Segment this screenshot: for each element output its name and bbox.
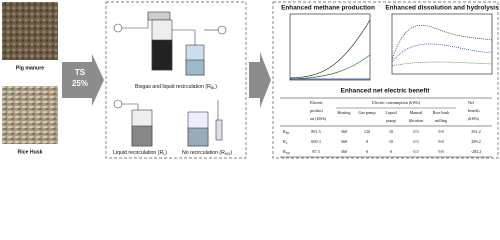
reactor-rno <box>187 100 223 147</box>
table-cell: 0.5 <box>413 149 418 154</box>
table-cell: 9.8 <box>438 139 443 144</box>
table-cell: 360 <box>341 129 347 134</box>
chart-title: Enhanced dissolution and hydrolysis <box>385 5 499 12</box>
table-header: Rice husk <box>433 110 451 115</box>
table-header: filtration <box>409 118 425 123</box>
table-cell: 669.3 <box>311 139 320 144</box>
reactor-label: Liquid recirculation (RL) <box>113 150 167 156</box>
table-header: Heating <box>337 110 351 115</box>
table-cell: 0 <box>390 149 392 154</box>
row-label: RBL <box>283 129 290 135</box>
table-cell: 9.8 <box>438 149 443 154</box>
table-header: product <box>310 108 324 113</box>
mini-chart <box>289 13 493 81</box>
reactor-label: No recirculation (RNO) <box>182 150 232 156</box>
table-cell: -283.2 <box>471 149 482 154</box>
table-cell: 0 <box>366 149 368 154</box>
pig-manure-photo <box>2 2 58 60</box>
reactor-label: Biogas and liquid recirculation (RBL) <box>135 84 217 90</box>
arrow <box>249 52 271 108</box>
table-header: milling <box>435 118 448 123</box>
table-cell: 289.2 <box>471 139 480 144</box>
rice-husk-photo <box>2 86 58 144</box>
photo-label: Pig manure <box>16 65 44 71</box>
table-cell: 360 <box>341 149 347 154</box>
reactor-rbl <box>113 11 227 76</box>
results-box <box>272 1 499 159</box>
table-cell: 391.2 <box>471 129 480 134</box>
arrow <box>62 54 104 106</box>
table-cell: 87.3 <box>312 149 319 154</box>
ts-label: TS <box>75 68 86 77</box>
process-box <box>105 1 247 159</box>
table-header: (kWh) <box>468 116 480 121</box>
table-header: Electric consumption (kWh) <box>372 100 420 105</box>
table-header: benefit <box>468 108 480 113</box>
table-cell: 120 <box>364 129 370 134</box>
table-cell: 0.5 <box>413 129 418 134</box>
table: Electric consumption (kWh) Electric produc… <box>280 97 492 158</box>
ts-label: 25% <box>72 79 88 88</box>
table-header: pump <box>386 118 396 123</box>
photo-label: Rice Husk <box>17 149 42 155</box>
table-title: Enhanced net electric benefit <box>341 88 431 95</box>
table-cell: 9.8 <box>438 129 443 134</box>
reactor-rl <box>113 99 153 147</box>
table-cell: 360 <box>341 139 347 144</box>
table-header: Liquid <box>385 110 397 115</box>
table-header: Manual <box>410 110 424 115</box>
table-header: Net <box>468 100 475 105</box>
table-cell: 891.5 <box>311 129 320 134</box>
table-cell: 10 <box>389 129 393 134</box>
table-cell: 10 <box>389 139 393 144</box>
table-cell: 0.5 <box>413 139 418 144</box>
table-header: Gas pump <box>358 110 375 115</box>
chart-title: Enhanced methane production <box>281 5 375 12</box>
row-label: RL <box>283 139 288 145</box>
graphical-abstract: Pig manure Rice Husk TS 25% Biogas and l… <box>2 1 499 159</box>
table-header: Electric <box>310 100 323 105</box>
row-label: RNO <box>283 149 291 155</box>
table-cell: 0 <box>366 139 368 144</box>
table-header: on (kWh) <box>310 116 327 121</box>
